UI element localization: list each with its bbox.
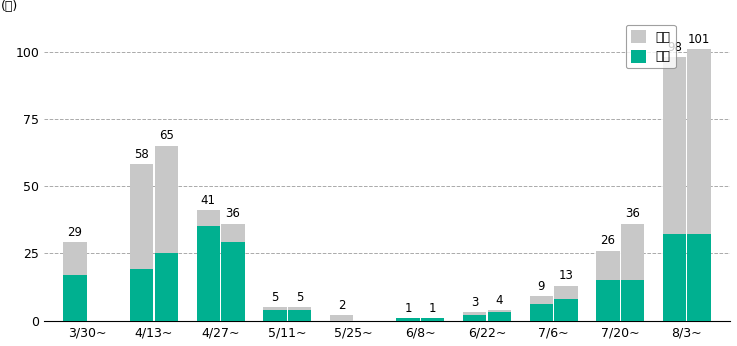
Text: 9: 9 — [537, 280, 545, 293]
Text: 2: 2 — [338, 299, 345, 312]
Bar — [130, 164, 153, 270]
Text: 101: 101 — [688, 33, 710, 46]
Bar — [330, 315, 353, 320]
Bar — [130, 270, 153, 320]
Text: 36: 36 — [625, 208, 640, 220]
Text: 5: 5 — [271, 291, 279, 304]
Bar — [155, 253, 178, 320]
Bar — [688, 235, 710, 320]
Bar — [463, 312, 486, 315]
Bar — [263, 307, 287, 310]
Bar — [221, 243, 245, 320]
Bar — [288, 310, 311, 320]
Bar — [688, 49, 710, 235]
Bar — [596, 251, 620, 280]
Bar — [263, 310, 287, 320]
Bar — [197, 226, 220, 320]
Text: 58: 58 — [134, 148, 149, 161]
Text: 3: 3 — [471, 296, 478, 309]
Legend: 不明, 判明: 不明, 判明 — [626, 25, 676, 69]
Text: 29: 29 — [68, 226, 83, 239]
Text: 4: 4 — [495, 293, 503, 307]
Text: 98: 98 — [667, 40, 682, 54]
Bar — [197, 210, 220, 226]
Bar — [63, 243, 87, 275]
Bar — [288, 307, 311, 310]
Text: 1: 1 — [405, 302, 412, 315]
Bar — [530, 304, 553, 320]
Text: 13: 13 — [559, 269, 573, 282]
Bar — [530, 296, 553, 304]
Text: 41: 41 — [200, 194, 216, 207]
Bar — [155, 146, 178, 253]
Bar — [397, 318, 420, 320]
Bar — [421, 318, 444, 320]
Text: 36: 36 — [226, 208, 240, 220]
Bar — [463, 315, 486, 320]
Bar — [221, 224, 245, 243]
Bar — [488, 310, 511, 312]
Text: 5: 5 — [296, 291, 303, 304]
Y-axis label: (人): (人) — [1, 0, 18, 13]
Bar — [663, 57, 686, 235]
Text: 26: 26 — [601, 234, 615, 247]
Bar — [596, 280, 620, 320]
Bar — [554, 285, 578, 299]
Bar — [488, 312, 511, 320]
Bar — [663, 235, 686, 320]
Bar — [554, 299, 578, 320]
Bar — [621, 280, 644, 320]
Bar — [621, 224, 644, 280]
Bar — [63, 275, 87, 320]
Text: 65: 65 — [159, 129, 174, 143]
Text: 1: 1 — [429, 302, 436, 315]
